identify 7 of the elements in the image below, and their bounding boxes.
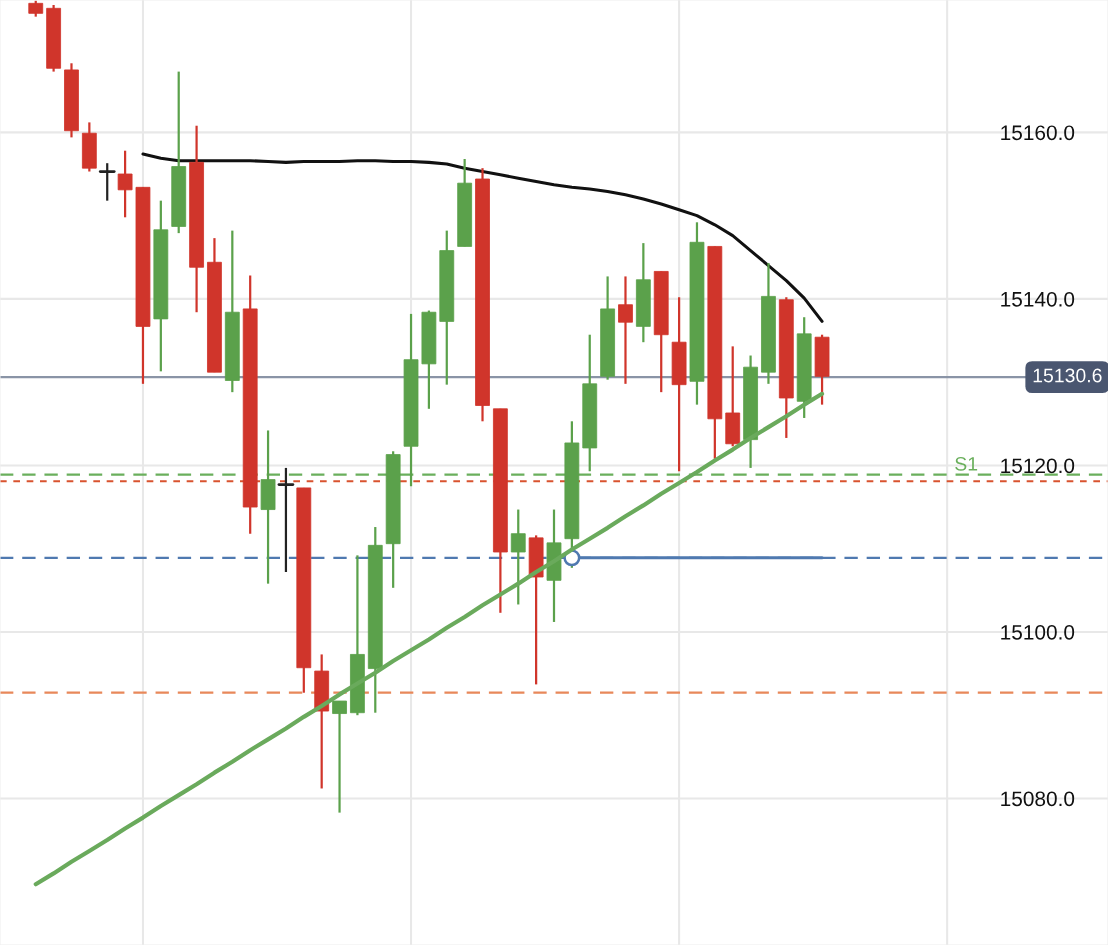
- y-tick-label: 15120.0: [1001, 458, 1075, 474]
- y-tick-label: 15100.0: [1001, 624, 1075, 640]
- y-tick-label: 15140.0: [1001, 291, 1075, 307]
- ref-line-label: S1: [955, 456, 978, 471]
- y-tick-label: 15080.0: [1001, 791, 1075, 807]
- y-tick-label: 15160.0: [1001, 125, 1075, 141]
- ref-line-label: 15130.6: [1033, 368, 1102, 383]
